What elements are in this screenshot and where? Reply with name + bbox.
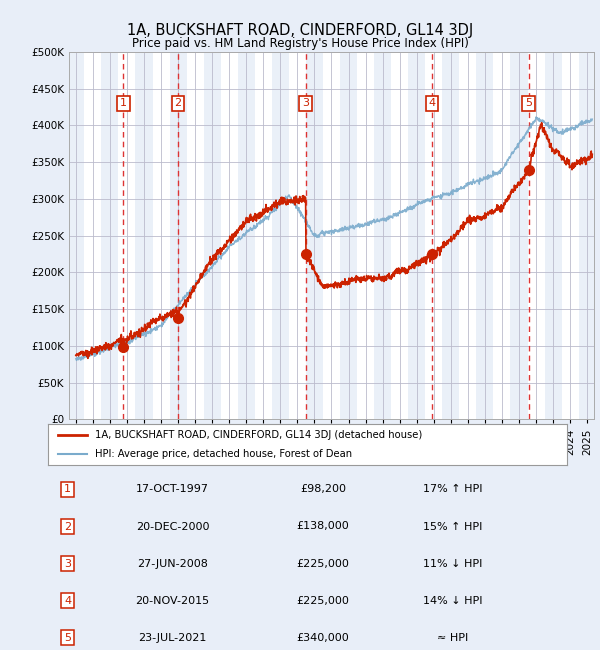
Text: 1: 1 — [120, 98, 127, 109]
Text: 4: 4 — [64, 595, 71, 606]
Text: £138,000: £138,000 — [296, 521, 349, 532]
Text: 1A, BUCKSHAFT ROAD, CINDERFORD, GL14 3DJ (detached house): 1A, BUCKSHAFT ROAD, CINDERFORD, GL14 3DJ… — [95, 430, 422, 440]
Text: 5: 5 — [64, 632, 71, 643]
Bar — [374, 52, 391, 419]
Bar — [67, 52, 85, 419]
Text: 3: 3 — [64, 558, 71, 569]
Bar — [101, 52, 118, 419]
Text: 14% ↓ HPI: 14% ↓ HPI — [423, 595, 482, 606]
Bar — [545, 52, 562, 419]
Bar — [442, 52, 460, 419]
Text: Price paid vs. HM Land Registry's House Price Index (HPI): Price paid vs. HM Land Registry's House … — [131, 37, 469, 50]
Bar — [306, 52, 323, 419]
Text: 15% ↑ HPI: 15% ↑ HPI — [423, 521, 482, 532]
Bar — [511, 52, 527, 419]
Text: 17-OCT-1997: 17-OCT-1997 — [136, 484, 209, 495]
Text: 20-NOV-2015: 20-NOV-2015 — [136, 595, 209, 606]
Text: 5: 5 — [525, 98, 532, 109]
Bar — [408, 52, 425, 419]
Bar — [170, 52, 187, 419]
Text: 4: 4 — [428, 98, 436, 109]
Bar — [578, 52, 596, 419]
Text: 3: 3 — [302, 98, 309, 109]
Text: £340,000: £340,000 — [296, 632, 349, 643]
Bar — [136, 52, 152, 419]
Text: 27-JUN-2008: 27-JUN-2008 — [137, 558, 208, 569]
Text: 17% ↑ HPI: 17% ↑ HPI — [423, 484, 482, 495]
Text: 23-JUL-2021: 23-JUL-2021 — [139, 632, 207, 643]
Text: 2: 2 — [175, 98, 182, 109]
Text: 11% ↓ HPI: 11% ↓ HPI — [423, 558, 482, 569]
Text: £225,000: £225,000 — [296, 558, 350, 569]
Text: 20-DEC-2000: 20-DEC-2000 — [136, 521, 209, 532]
Text: 1A, BUCKSHAFT ROAD, CINDERFORD, GL14 3DJ: 1A, BUCKSHAFT ROAD, CINDERFORD, GL14 3DJ — [127, 23, 473, 38]
Bar — [272, 52, 289, 419]
Text: 2: 2 — [64, 521, 71, 532]
Text: ≈ HPI: ≈ HPI — [437, 632, 469, 643]
Bar — [238, 52, 255, 419]
Text: £98,200: £98,200 — [300, 484, 346, 495]
Text: HPI: Average price, detached house, Forest of Dean: HPI: Average price, detached house, Fore… — [95, 449, 352, 459]
Bar — [203, 52, 221, 419]
Bar — [476, 52, 493, 419]
Bar — [340, 52, 357, 419]
Text: £225,000: £225,000 — [296, 595, 350, 606]
Text: 1: 1 — [64, 484, 71, 495]
